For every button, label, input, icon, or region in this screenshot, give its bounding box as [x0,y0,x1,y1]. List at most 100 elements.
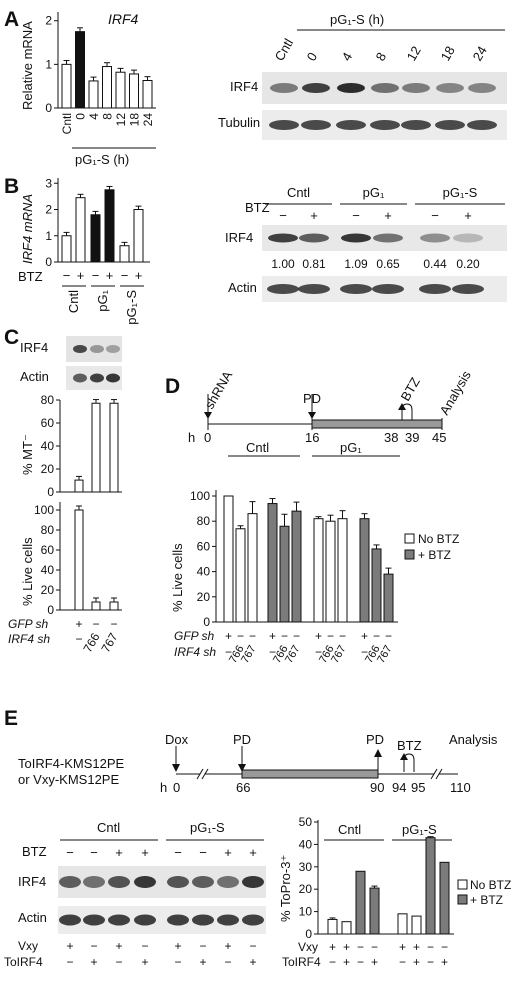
panel-b-bar [119,245,130,263]
panel-b-band-actin [340,284,372,294]
panel-d-gfp-sign: − [249,629,256,643]
panel-a-blot-lane-label: 24 [470,43,490,63]
panel-a-blot-row-tubulin: Tubulin [218,115,260,130]
panel-e-cell-line-2: or Vxy-KMS12PE [18,772,119,787]
panel-b-blot-group: pG₁-S [443,185,478,200]
panel-e-bar-vxy-sign: − [441,940,448,954]
panel-e-tl-analysis: Analysis [449,732,498,747]
panel-d-y-tick-label: 100 [190,489,210,503]
panel-e-vxy-sign: − [90,939,97,953]
panel-b-bar [61,235,72,263]
panel-c-band-irf4 [106,345,120,353]
panel-e-bar-vxy-sign: + [329,940,336,954]
panel-e-bar-vxy-sign: + [399,940,406,954]
panel-e-legend-nobtz: No BTZ [470,878,511,892]
panel-c-bottom-bar [91,601,101,611]
panel-e-band-actin [83,914,105,926]
panel-e-bar [425,837,436,935]
panel-a-x-tick-label: 12 [114,113,128,127]
panel-d-bar [313,518,324,623]
panel-e-vxy-sign: + [224,939,231,953]
panel-c-top-y-tick-label: 40 [41,439,55,453]
panel-e-band-irf4 [217,876,239,888]
panel-c-blot-row-irf4: IRF4 [20,340,48,355]
panel-d-gfp-sign: − [327,629,334,643]
panel-d-bar [371,548,382,623]
panel-a-x-tick-label: 18 [128,113,142,127]
panel-a-ylabel: Relative mRNA [20,21,35,110]
panel-b-blot-btz-sign: − [279,208,287,223]
panel-b-band-irf4 [453,233,483,243]
panel-d-legend-btz-swatch [404,549,415,560]
panel-e-h: h [160,780,167,795]
panel-d-irf4-sign: 767 [239,644,259,666]
panel-e-tl-pd2: PD [366,732,384,747]
panel-e-cell-line-1: ToIRF4-KMS12PE [18,756,125,771]
panel-d-group-pg1: pG₁ [340,440,362,455]
panel-b-blot-row-irf4: IRF4 [225,230,253,245]
panel-e-band-actin [59,914,81,926]
panel-a-blot-header: pG₁-S (h) [330,12,384,27]
panel-e-toirf4-sign: + [199,955,206,969]
panel-c-bottom-y-tick-label: 40 [41,563,55,577]
panel-e-band-actin [108,914,130,926]
panel-e-vxy-sign: − [249,939,256,953]
panel-d-y-tick-label: 0 [203,615,210,629]
panel-e-blot-row-actin: Actin [18,910,47,925]
panel-d-legend-nobtz: No BTZ [418,532,459,546]
panel-e-btz-sign: − [66,845,74,860]
panel-d-bar [223,495,234,623]
panel-a-x-tick-label: 0 [74,113,88,120]
panel-d-gfp-sign: − [293,629,300,643]
panel-b-band-actin [419,284,451,294]
panel-d-bar [267,503,278,623]
panel-b-y-tick-label: 2 [45,203,52,217]
panel-c-band-irf4 [90,345,104,353]
panel-b-band-irf4 [420,233,450,243]
panel-c-gfp-sign: − [110,617,117,631]
panel-e-bar-toirf4-label: ToIRF4 [282,955,321,969]
panel-c-gfp-sign: − [92,617,99,631]
panel-e-vxy-sign: + [115,939,122,953]
panel-c-gfp-label: GFP sh [8,617,49,631]
panel-a-band-tubulin [467,120,497,130]
panel-e-band-actin [134,914,156,926]
panel-b-btz-sign: + [77,268,85,283]
panel-d-gfp-sign: + [269,629,276,643]
panel-e-time-95: 95 [411,780,425,795]
panel-d-time-38: 38 [384,430,398,445]
panel-c-gfp-sign: + [75,617,82,631]
panel-e-band-irf4 [134,876,156,888]
panel-e-band-irf4 [59,876,81,888]
panel-b-band-actin [452,284,484,294]
panel-d-tl-pd: PD [303,391,321,406]
panel-e-toirf4-sign: + [249,955,256,969]
panel-c-irf4-sign: − [75,632,82,646]
panel-d-gfp-sign: − [281,629,288,643]
panel-b-quant: 0.81 [302,257,326,271]
panel-a-x-tick-label: 8 [101,113,115,120]
panel-b-band-irf4 [268,233,298,243]
panel-e-bar-vxy-label: Vxy [298,940,318,954]
panel-e-time-66: 66 [236,780,250,795]
panel-b-y-tick-label: 0 [45,255,52,269]
panel-e-btz-sign: − [174,845,182,860]
panel-e-y-tick-label: 40 [299,837,313,851]
panel-label-b: B [4,175,19,198]
panel-d-bar [383,573,394,623]
panel-e-y-tick-label: 50 [299,815,313,829]
panel-c-top-y-tick-label: 80 [41,393,55,407]
panel-d-group-cntl: Cntl [246,440,269,455]
panel-e-band-actin [192,914,214,926]
panel-a-band-tubulin [269,120,299,130]
panel-e-time-94: 94 [392,780,406,795]
panel-b-band-irf4 [341,233,371,243]
panel-e-band-irf4 [108,876,130,888]
panel-d-bar [337,518,348,623]
panel-a-xgroup: pG₁-S (h) [75,152,129,167]
panel-e-tl-dox: Dox [165,732,189,747]
panel-e-blot-group-pg1s: pG₁-S [190,820,225,835]
panel-e-tl-btz: BTZ [397,738,422,753]
panel-c-top-y-tick-label: 0 [47,485,54,499]
